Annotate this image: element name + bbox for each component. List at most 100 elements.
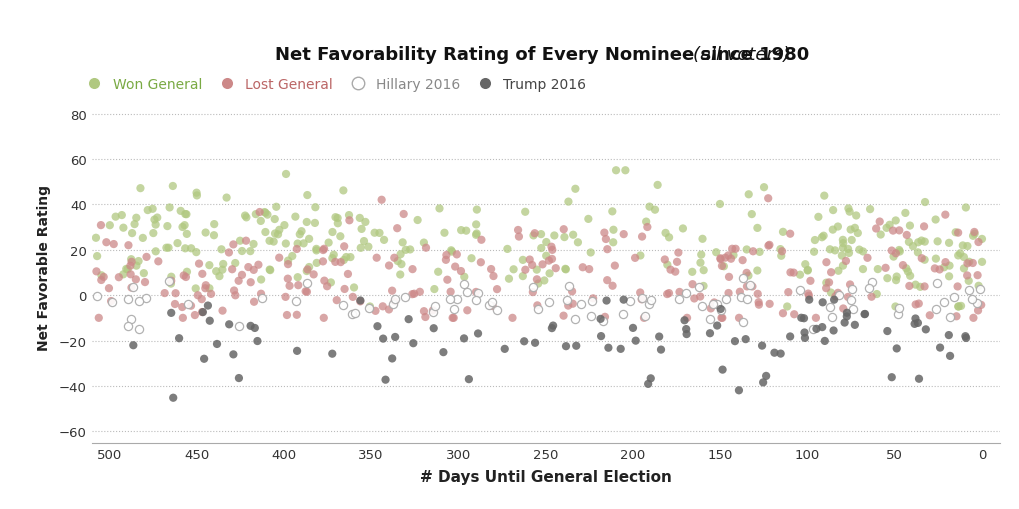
Point (271, 254, 287, 262)
Point (145, 205, 161, 213)
Point (887, 276, 903, 285)
Point (658, 261, 675, 269)
Point (958, 272, 974, 280)
Point (898, 265, 914, 273)
Point (146, 216, 162, 224)
Point (439, 276, 455, 284)
Point (201, 285, 217, 293)
Point (118, 265, 135, 273)
Point (952, 302, 968, 310)
Point (559, 302, 576, 310)
Point (941, 273, 957, 281)
Point (405, 340, 421, 348)
Point (341, 217, 358, 225)
Point (632, 289, 648, 297)
Point (940, 239, 956, 247)
Point (436, 229, 452, 237)
Point (528, 276, 544, 284)
Point (906, 320, 922, 328)
Point (711, 254, 728, 263)
Point (510, 227, 526, 235)
Point (249, 337, 265, 346)
Point (335, 243, 352, 251)
Point (802, 277, 818, 286)
Point (829, 289, 846, 297)
Point (396, 294, 413, 302)
Point (424, 307, 440, 315)
Point (243, 322, 259, 330)
Point (574, 264, 590, 272)
Point (174, 303, 191, 312)
Point (782, 269, 798, 277)
Point (799, 266, 815, 274)
Point (394, 239, 411, 247)
Point (564, 288, 580, 296)
Point (265, 238, 281, 246)
Point (594, 318, 610, 326)
Point (252, 209, 268, 217)
Point (233, 247, 250, 256)
Point (731, 288, 747, 296)
Point (926, 305, 943, 314)
Point (799, 267, 815, 275)
Point (860, 285, 876, 293)
Point (821, 304, 838, 312)
Point (352, 297, 368, 305)
Point (485, 272, 501, 280)
Point (352, 214, 368, 222)
Point (858, 254, 874, 262)
Point (261, 237, 277, 245)
Point (288, 347, 305, 355)
Point (862, 293, 878, 301)
Point (472, 259, 488, 267)
Point (968, 299, 984, 307)
Point (738, 295, 754, 303)
Point (971, 285, 987, 293)
Point (158, 244, 174, 252)
Point (826, 247, 843, 255)
Point (707, 249, 723, 257)
Point (201, 262, 217, 270)
Point (607, 167, 624, 175)
Point (287, 213, 304, 221)
Point (904, 243, 920, 251)
Point (473, 236, 489, 244)
Point (534, 261, 550, 269)
Point (298, 288, 314, 296)
Point (526, 230, 542, 238)
Point (455, 280, 472, 288)
Point (796, 334, 812, 342)
Point (308, 245, 324, 253)
Point (296, 240, 312, 248)
Point (842, 226, 858, 234)
Point (544, 322, 560, 330)
Point (658, 291, 675, 299)
Point (529, 305, 545, 314)
Point (829, 292, 846, 300)
Point (248, 211, 264, 219)
Point (813, 234, 829, 242)
Point (722, 255, 739, 263)
Point (198, 229, 214, 237)
Point (719, 252, 736, 260)
Point (174, 223, 191, 232)
Point (224, 266, 240, 274)
Point (759, 195, 775, 203)
Point (307, 219, 323, 228)
Point (327, 214, 343, 222)
Point (840, 249, 856, 258)
Point (179, 300, 196, 308)
Point (679, 314, 695, 322)
Point (824, 207, 841, 215)
Point (565, 231, 581, 239)
Point (156, 290, 172, 298)
Point (230, 277, 247, 285)
Point (765, 349, 782, 357)
Point (196, 355, 212, 363)
Point (582, 249, 598, 257)
Point (646, 206, 662, 214)
Point (164, 183, 180, 191)
Point (259, 211, 275, 219)
Point (884, 227, 901, 235)
Point (468, 230, 484, 238)
